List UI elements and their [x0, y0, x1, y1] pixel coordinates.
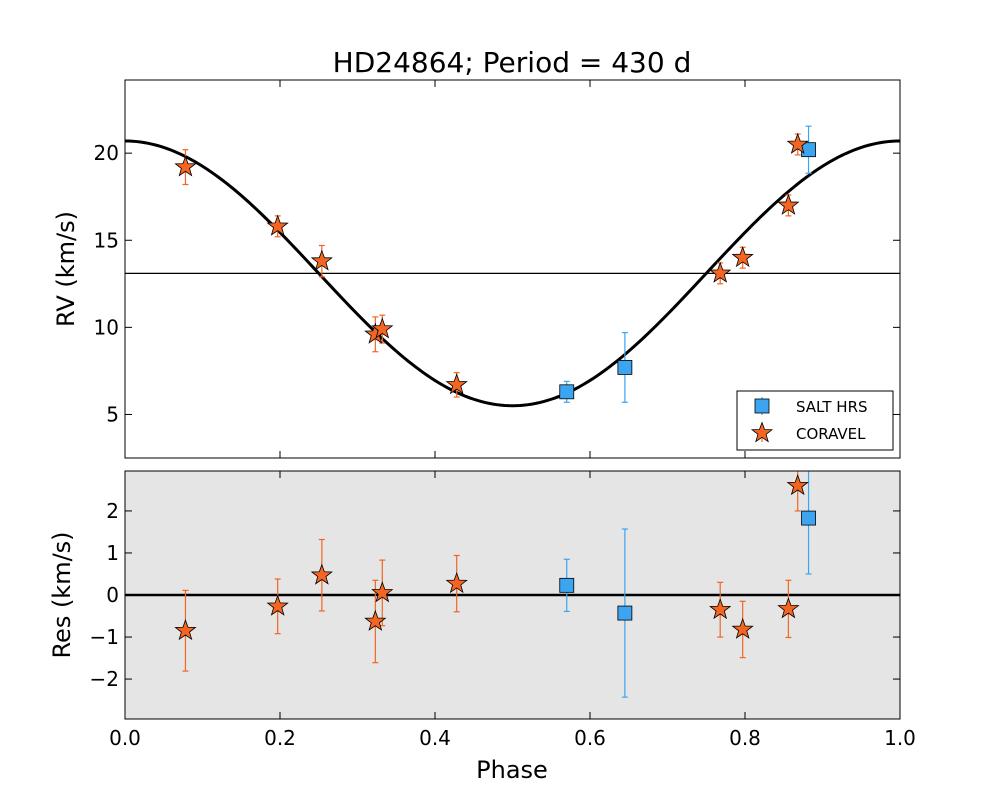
xtick-label-3: 0.6: [574, 726, 606, 750]
legend-marker-coravel: [750, 421, 774, 443]
rv-ytick-label-1: 10: [94, 315, 119, 339]
rv-coravel-point-6: [709, 261, 732, 283]
rv-coravel-point-8: [777, 193, 800, 215]
rv-salt-hrs-point-0: [559, 384, 575, 400]
residuals-y-axis-label: Res (km/s): [48, 531, 76, 658]
residuals-ytick-label-3: 1: [106, 541, 119, 565]
rv-coravel-point-7: [731, 245, 754, 268]
residuals-coravel-point-4: [371, 581, 394, 603]
residuals-coravel-point-1: [266, 594, 289, 616]
residuals-ytick-label-0: −2: [90, 667, 119, 691]
xtick-label-2: 0.4: [419, 726, 451, 750]
residuals-coravel-point-5: [445, 571, 468, 594]
rv-ytick-label-2: 15: [94, 228, 119, 252]
residuals-salt-hrs-point-0: [559, 577, 575, 593]
xtick-label-0: 0.0: [109, 726, 141, 750]
residuals-salt-hrs-point-1: [617, 605, 633, 621]
chart-title: HD24864; Period = 430 d: [333, 46, 692, 79]
legend: SALT HRS CORAVEL: [736, 390, 894, 451]
x-axis-label: Phase: [476, 756, 548, 784]
residuals-coravel-point-0: [174, 619, 197, 641]
residuals-salt-hrs-point-2: [801, 510, 816, 526]
rv-coravel-point-0: [174, 155, 197, 177]
residuals-ytick-label-2: 0: [106, 583, 119, 607]
rv-model-curve: [124, 139, 901, 408]
legend-marker-salt-hrs: [754, 398, 770, 414]
residuals-panel: −2 −1 0 1 2 Res (km/s): [48, 470, 901, 720]
residuals-coravel-point-6: [709, 598, 732, 620]
residuals-plot-frame: [124, 470, 901, 720]
rv-coravel-point-4: [371, 317, 394, 339]
rv-plot-frame: [124, 79, 901, 459]
xtick-label-1: 0.2: [264, 726, 296, 750]
rv-coravel-point-1: [266, 214, 289, 236]
rv-coravel-point-5: [445, 373, 468, 395]
residuals-coravel-point-8: [777, 597, 800, 619]
xtick-label-4: 0.8: [729, 726, 761, 750]
rv-ytick-label-0: 5: [106, 402, 119, 426]
rv-panel: 5 10 15 20 RV (km/s): [52, 79, 901, 459]
residuals-coravel-point-3: [364, 609, 387, 631]
xtick-label-5: 1.0: [884, 726, 916, 750]
rv-coravel-point-9: [786, 132, 809, 154]
residuals-ytick-label-1: −1: [90, 625, 119, 649]
rv-coravel-point-2: [310, 249, 333, 271]
rv-y-axis-label: RV (km/s): [52, 211, 80, 327]
residuals-ytick-label-4: 2: [106, 499, 119, 523]
residuals-coravel-point-7: [731, 617, 754, 639]
rv-ytick-label-3: 20: [94, 141, 119, 165]
residuals-coravel-point-9: [786, 474, 809, 496]
legend-label-coravel: CORAVEL: [796, 425, 866, 443]
legend-label-salt-hrs: SALT HRS: [796, 398, 868, 416]
residuals-coravel-point-2: [310, 563, 333, 585]
rv-salt-hrs-point-1: [617, 360, 633, 375]
